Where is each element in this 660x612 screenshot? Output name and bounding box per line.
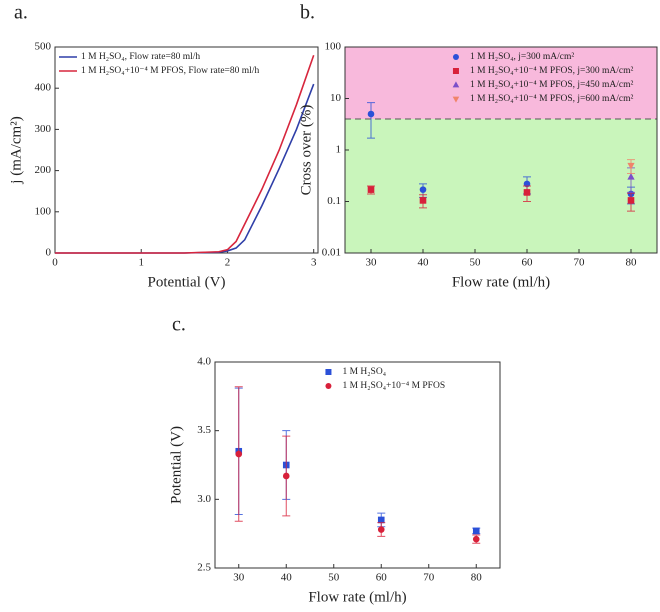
x-tick-label: 1 [138,257,144,269]
y-axis-title: Cross over (%) [298,105,314,196]
legend-swatch [325,369,332,375]
marker [235,450,243,458]
x-axis-title: Flow rate (ml/h) [452,274,550,290]
legend-label: 1 M H₂SO₄+10⁻⁴ M PFOS, j=450 mA/cm² [470,80,634,90]
y-tick-label: 3.0 [197,493,211,505]
x-tick-label: 80 [471,572,483,584]
x-tick-label: 30 [233,572,245,584]
legend-swatch [452,81,460,88]
x-tick-label: 0 [52,257,58,269]
legend-swatch [452,54,459,60]
marker [472,527,480,535]
legend-label: 1 M H₂SO₄+10⁻⁴ M PFOS, Flow rate=80 ml/h [81,66,259,76]
y-tick-label: 0.1 [327,195,341,207]
legend-label: 1 M H₂SO₄+10⁻⁴ M PFOS, j=300 mA/cm² [470,66,634,76]
y-tick-label: 400 [35,82,52,94]
x-tick-label: 30 [366,257,378,269]
marker [627,172,635,180]
x-tick-label: 40 [418,257,430,269]
region-above [345,47,657,119]
legend-label: 1 M H₂SO₄ [342,367,386,377]
panel-label: a. [14,2,28,24]
marker [377,516,385,524]
x-tick-label: 40 [281,572,293,584]
legend-label: 1 M H₂SO₄+10⁻⁴ M PFOS, j=600 mA/cm² [470,94,634,104]
x-tick-label: 80 [626,257,638,269]
marker [627,162,635,170]
x-tick-label: 70 [574,257,586,269]
x-tick-label: 70 [423,572,435,584]
y-axis-title: j (mA/cm²) [8,116,24,184]
legend-label: 1 M H₂SO₄, Flow rate=80 ml/h [81,52,200,62]
x-tick-label: 50 [470,257,482,269]
x-tick-label: 2 [225,257,231,269]
panel-label: b. [300,2,315,24]
marker [282,472,290,480]
y-tick-label: 500 [35,41,52,53]
line [55,83,315,254]
x-tick-label: 60 [522,257,534,269]
x-tick-label: 50 [328,572,340,584]
y-tick-label: 100 [35,205,52,217]
y-tick-label: 100 [325,41,342,53]
legend-swatch [452,68,459,74]
x-axis-title: Potential (V) [148,274,226,290]
x-tick-label: 3 [311,257,317,269]
marker [419,186,427,193]
y-tick-label: 0.01 [322,247,341,259]
y-axis-title: Potential (V) [168,426,184,504]
marker [627,197,635,204]
marker [472,535,480,543]
y-tick-label: 200 [35,164,52,176]
marker [367,186,375,193]
legend-swatch [325,383,332,389]
y-tick-label: 0 [46,247,52,259]
legend-label: 1 M H₂SO₄+10⁻⁴ M PFOS [342,381,445,391]
legend-label: 1 M H₂SO₄, j=300 mA/cm² [470,52,574,62]
y-tick-label: 4.0 [197,356,211,368]
region-below [345,118,657,253]
marker [377,526,385,533]
y-tick-label: 3.5 [197,424,211,436]
y-tick-label: 1 [336,144,342,156]
legend-swatch [452,96,460,103]
marker [367,110,375,118]
plot-frame [214,361,501,569]
y-tick-label: 10 [330,92,342,104]
error-bar [367,102,375,139]
y-tick-label: 2.5 [197,562,211,574]
x-axis-title: Flow rate (ml/h) [308,589,406,605]
line [55,54,315,254]
panel-label: c. [172,314,186,336]
marker [523,189,531,196]
marker [419,197,427,204]
x-tick-label: 60 [376,572,388,584]
y-tick-label: 300 [35,123,52,135]
